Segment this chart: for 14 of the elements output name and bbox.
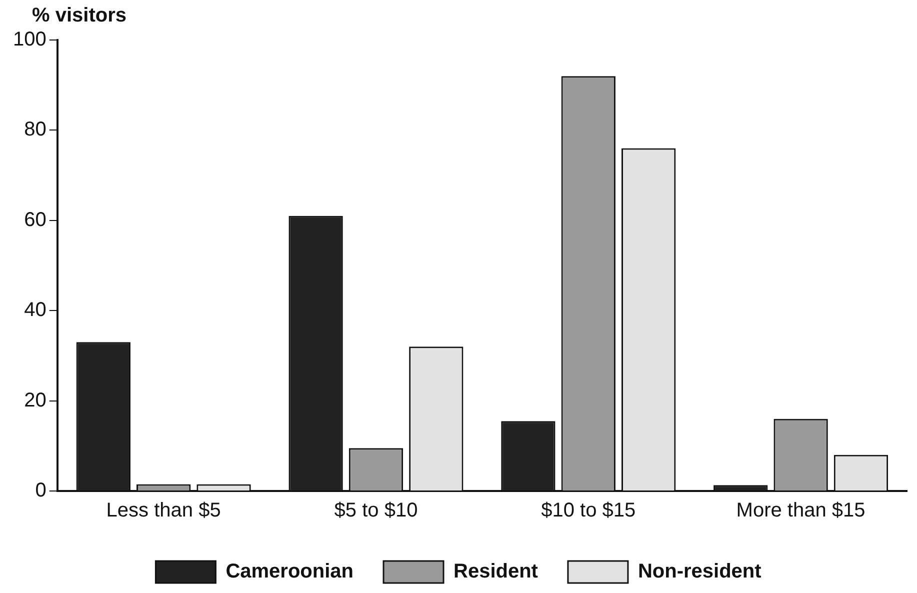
legend-label: Non-resident [638,560,762,583]
x-tick-label: Less than $5 [106,500,221,522]
y-tick-label: 60 [24,208,46,231]
y-axis-title: % visitors [32,4,126,27]
legend-label: Cameroonian [226,560,354,583]
y-tick-label: 40 [24,299,46,322]
x-tick-label: More than $15 [736,500,866,522]
y-tick-label: 0 [35,480,46,502]
x-tick-label: $5 to $10 [334,500,418,522]
y-tick-label: 100 [12,28,46,51]
y-tick-label: 20 [24,389,46,412]
y-tick-label: 80 [24,118,46,141]
legend-label: Resident [454,560,538,583]
x-tick-label: $10 to $15 [541,500,636,522]
